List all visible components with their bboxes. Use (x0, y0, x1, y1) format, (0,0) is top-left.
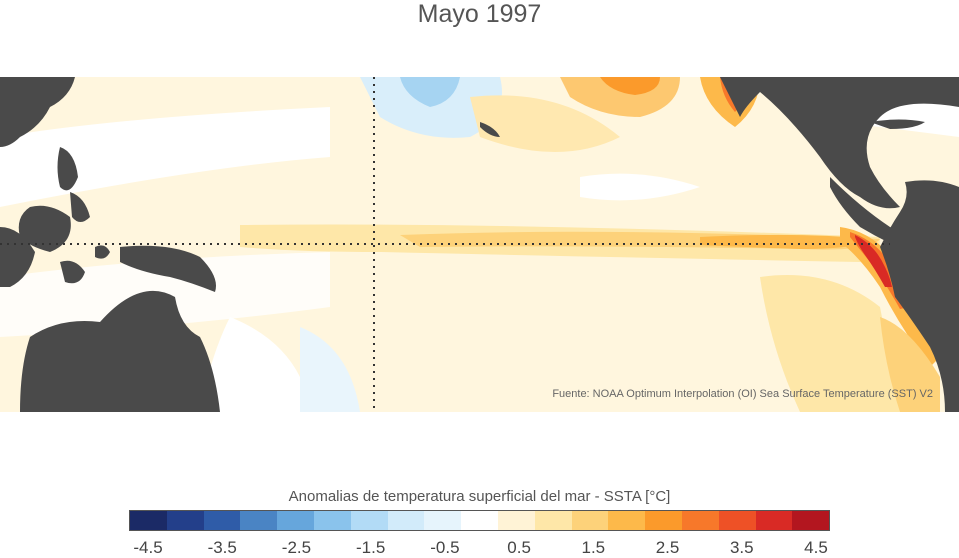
colorbar-tick-label: -3.5 (207, 538, 237, 557)
colorbar-swatch (387, 511, 425, 530)
asia-land (95, 245, 110, 259)
colorbar-swatch (166, 511, 204, 530)
south-america-land (880, 180, 959, 412)
sst-anomaly-map (0, 77, 959, 412)
colorbar-swatch (203, 511, 241, 530)
hawaii-land (480, 122, 500, 137)
asia-land (18, 205, 71, 252)
colorbar-swatch (571, 511, 609, 530)
australia-land (20, 290, 220, 412)
asia-land (0, 77, 75, 147)
colorbar-swatch (681, 511, 719, 530)
colorbar (129, 510, 830, 531)
colorbar-swatch (755, 511, 793, 530)
colorbar-swatch (718, 511, 756, 530)
colorbar-swatch (645, 511, 682, 530)
colorbar-tick-label: 1.5 (581, 538, 606, 557)
colorbar-swatch (534, 511, 572, 530)
land-masses (0, 77, 959, 412)
colorbar-tick-label: 4.5 (804, 538, 828, 557)
asia-land (57, 147, 78, 191)
colorbar-tick-label: 0.5 (507, 538, 531, 557)
colorbar-swatch (313, 511, 351, 530)
north-america-land (720, 77, 959, 209)
colorbar-tick-label: -2.5 (281, 538, 312, 557)
colorbar-tick-label: -0.5 (430, 538, 460, 557)
colorbar-tick-label: -4.5 (133, 538, 163, 557)
colorbar-swatch (130, 511, 167, 530)
colorbar-swatch (277, 511, 314, 530)
asia-land (0, 227, 35, 287)
colorbar-label: Anomalias de temperatura superficial del… (288, 488, 671, 505)
caribbean-land (870, 119, 925, 129)
colorbar-swatch (240, 511, 278, 530)
colorbar-swatch (461, 511, 498, 530)
colorbar-tick-label: 2.5 (655, 538, 680, 557)
colorbar-swatch (350, 511, 388, 530)
colorbar-swatch (608, 511, 646, 530)
colorbar-swatch (497, 511, 535, 530)
data-source-note: Fuente: NOAA Optimum Interpolation (OI) … (552, 388, 933, 400)
new-guinea-land (120, 245, 216, 292)
map-title: Mayo 1997 (417, 0, 542, 28)
asia-land (60, 260, 85, 284)
colorbar-swatch (424, 511, 462, 530)
colorbar-swatch (792, 511, 830, 530)
colorbar-tick-label: 3.5 (729, 538, 754, 557)
colorbar-ticks: -4.5 -3.5 -2.5 -1.5 -0.5 0.5 1.5 2.5 3.5 4.5 (0, 538, 959, 557)
asia-land (70, 192, 90, 222)
colorbar-tick-label: -1.5 (356, 538, 386, 557)
